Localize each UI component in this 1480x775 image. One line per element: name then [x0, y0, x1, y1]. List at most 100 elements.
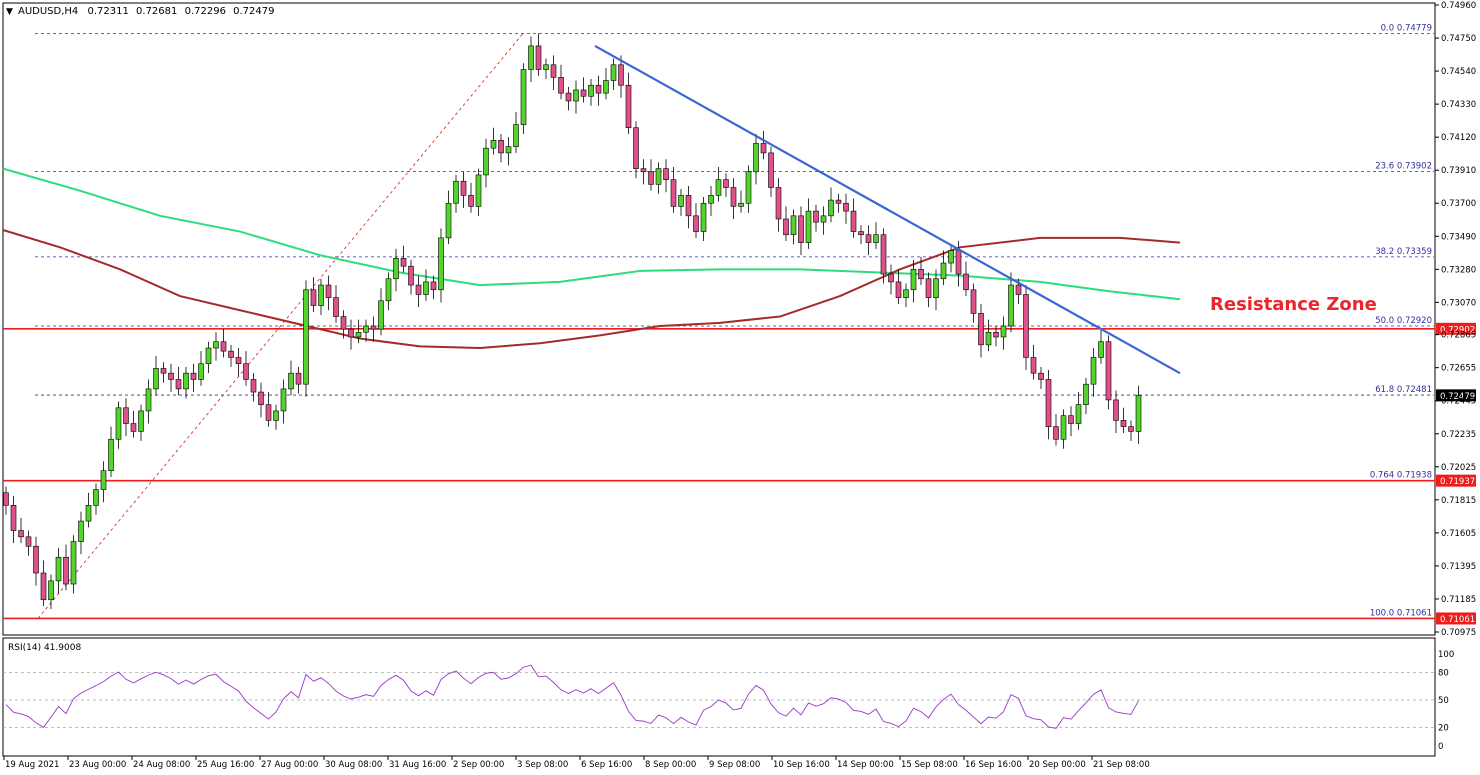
candle[interactable] — [250, 373, 257, 402]
candle[interactable] — [468, 182, 474, 213]
candle[interactable] — [235, 348, 242, 377]
candle[interactable] — [430, 275, 437, 300]
candle[interactable] — [858, 225, 864, 245]
candle[interactable] — [130, 410, 137, 438]
candle[interactable] — [355, 319, 362, 344]
candle[interactable] — [835, 193, 842, 213]
candle[interactable] — [55, 547, 62, 594]
candle[interactable] — [445, 190, 452, 245]
candle[interactable] — [610, 58, 617, 90]
candle[interactable] — [115, 401, 122, 449]
candle[interactable] — [655, 162, 662, 194]
candle[interactable] — [1068, 406, 1074, 437]
candle[interactable] — [160, 362, 167, 383]
candle[interactable] — [880, 228, 887, 284]
candle[interactable] — [888, 264, 894, 295]
candle[interactable] — [760, 130, 767, 160]
candle[interactable] — [745, 165, 752, 213]
candle[interactable] — [790, 209, 797, 245]
candle[interactable] — [385, 272, 392, 311]
candle[interactable] — [280, 379, 287, 424]
candle[interactable] — [873, 222, 879, 249]
candle[interactable] — [933, 269, 939, 311]
candle[interactable] — [1090, 348, 1097, 397]
candle[interactable] — [985, 319, 992, 352]
candle[interactable] — [78, 511, 84, 555]
candle[interactable] — [25, 530, 32, 556]
candle[interactable] — [168, 363, 174, 393]
candle[interactable] — [145, 379, 152, 424]
candle[interactable] — [813, 204, 819, 232]
candle[interactable] — [265, 392, 272, 427]
candle[interactable] — [588, 78, 594, 106]
candle[interactable] — [918, 256, 924, 286]
candle[interactable] — [543, 58, 549, 79]
candle[interactable] — [940, 250, 947, 286]
candle[interactable] — [520, 63, 527, 135]
fib-retracement-diagonal[interactable] — [37, 33, 524, 619]
candle[interactable] — [678, 189, 684, 216]
candle[interactable] — [513, 111, 519, 153]
candle[interactable] — [1113, 390, 1119, 433]
candle[interactable] — [1060, 409, 1067, 449]
candle[interactable] — [528, 36, 534, 83]
candle[interactable] — [408, 259, 414, 295]
candle[interactable] — [738, 190, 744, 213]
candle[interactable] — [828, 187, 834, 223]
candle[interactable] — [1098, 329, 1104, 364]
candle[interactable] — [138, 404, 144, 441]
candle[interactable] — [775, 178, 782, 232]
candle[interactable] — [100, 461, 107, 503]
candle[interactable] — [685, 185, 692, 229]
candle[interactable] — [348, 319, 354, 350]
candle[interactable] — [700, 196, 707, 242]
candle[interactable] — [310, 277, 317, 312]
candle[interactable] — [730, 178, 737, 219]
candle[interactable] — [993, 325, 999, 347]
rsi-pane[interactable] — [2, 637, 1436, 757]
main-pane[interactable] — [2, 2, 1436, 636]
candle[interactable] — [753, 134, 759, 185]
candle[interactable] — [1053, 414, 1059, 446]
candle[interactable] — [820, 206, 827, 235]
candle[interactable] — [460, 171, 467, 208]
candle[interactable] — [1045, 370, 1052, 440]
candle[interactable] — [123, 398, 129, 437]
candle[interactable] — [3, 486, 9, 515]
candle[interactable] — [805, 198, 812, 249]
trendline[interactable] — [594, 44, 1181, 375]
candle[interactable] — [670, 167, 677, 213]
candle[interactable] — [550, 55, 557, 90]
candle[interactable] — [153, 355, 159, 396]
candle[interactable] — [1023, 285, 1029, 371]
candle[interactable] — [1038, 366, 1044, 389]
candle[interactable] — [400, 245, 407, 273]
candle[interactable] — [33, 536, 39, 586]
candle[interactable] — [978, 303, 984, 358]
candle[interactable] — [580, 77, 587, 103]
candle[interactable] — [40, 560, 47, 607]
candle[interactable] — [963, 261, 969, 297]
candle[interactable] — [108, 426, 114, 478]
rsi-line[interactable] — [5, 664, 1139, 729]
candle[interactable] — [970, 283, 977, 323]
candle[interactable] — [490, 127, 497, 155]
candle[interactable] — [363, 319, 369, 342]
candle[interactable] — [663, 159, 669, 193]
candle[interactable] — [318, 278, 324, 315]
candle[interactable] — [475, 168, 482, 216]
candle[interactable] — [63, 544, 69, 591]
candle[interactable] — [48, 574, 54, 610]
candle[interactable] — [843, 193, 849, 224]
candle[interactable] — [205, 341, 212, 374]
candle[interactable] — [948, 244, 954, 273]
candle[interactable] — [640, 159, 647, 185]
candle[interactable] — [558, 64, 564, 100]
candle[interactable] — [573, 80, 579, 114]
candle[interactable] — [303, 280, 309, 397]
candle[interactable] — [1120, 407, 1127, 433]
candle[interactable] — [535, 33, 542, 76]
candle[interactable] — [198, 351, 204, 386]
candle[interactable] — [93, 483, 99, 515]
